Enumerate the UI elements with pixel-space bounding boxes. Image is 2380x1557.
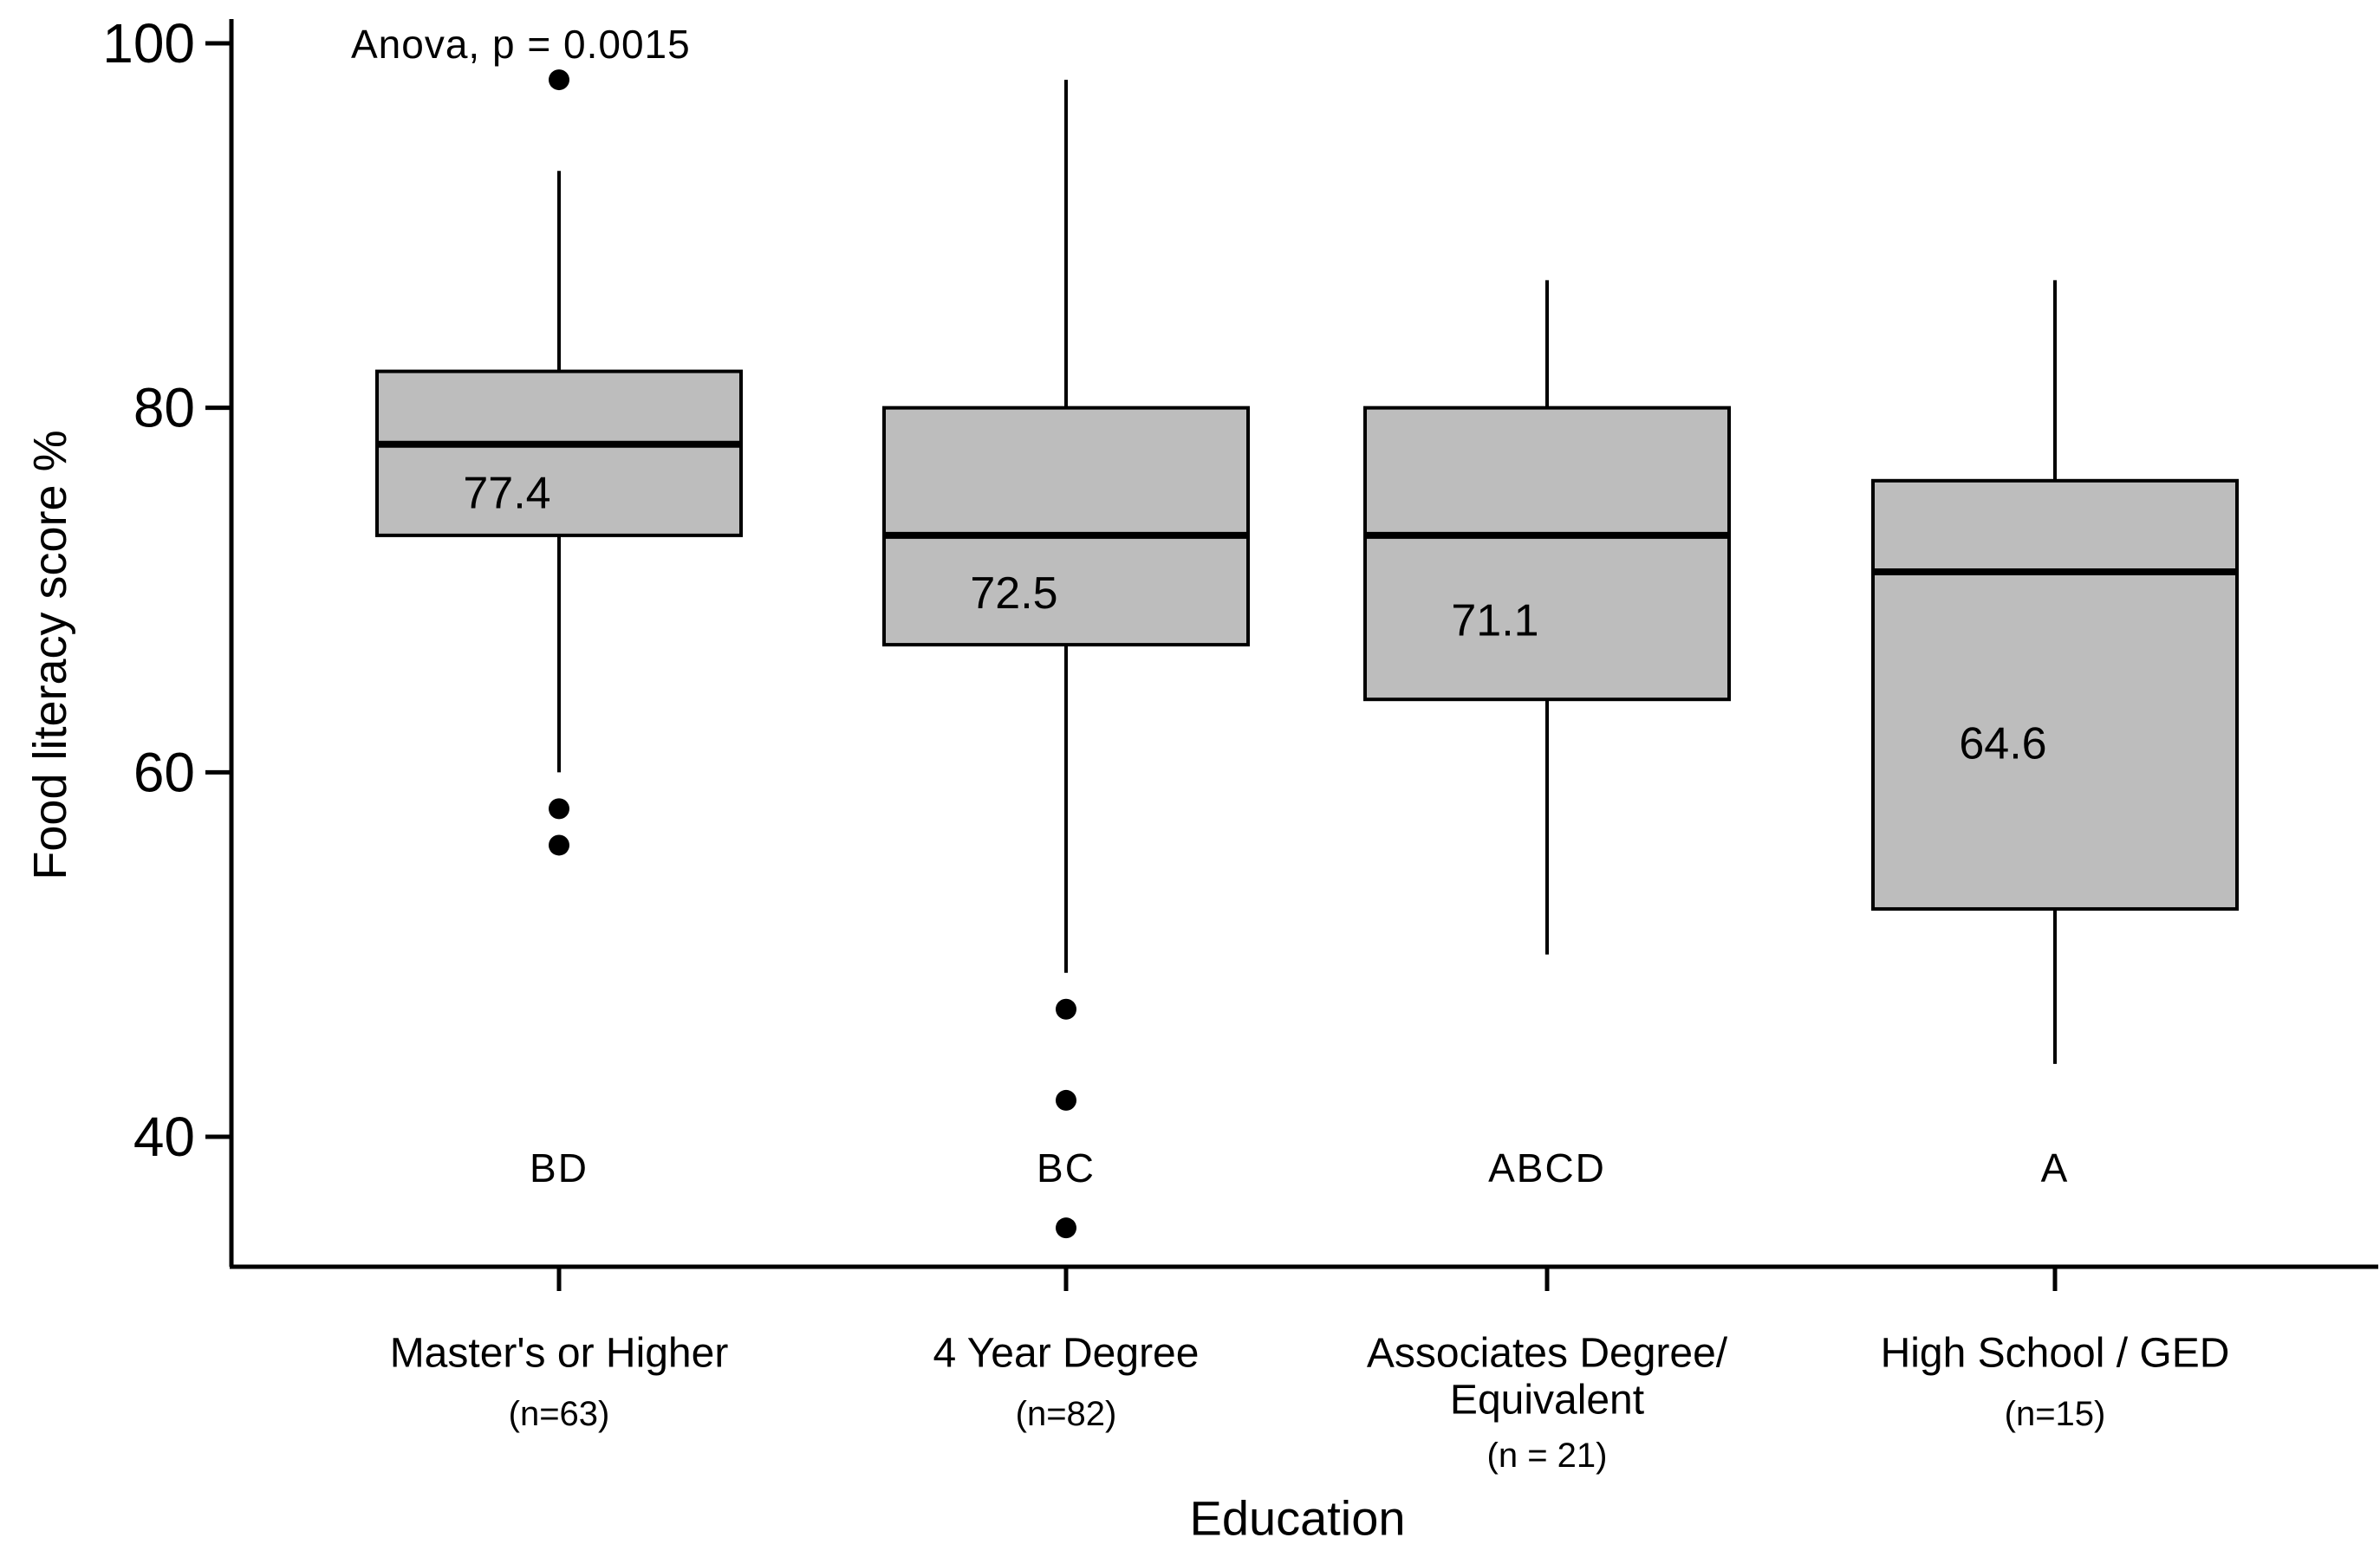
category-label: 4 Year Degree <box>933 1331 1200 1377</box>
mean-label: 71.1 <box>1451 596 1538 646</box>
mean-label: 72.5 <box>970 568 1057 619</box>
mean-label: 77.4 <box>463 468 550 518</box>
box-group-4: 64.6 A High School / GED (n=15) <box>1871 280 2239 1433</box>
y-tick-label: 40 <box>133 1106 195 1168</box>
box-rect <box>882 405 1250 647</box>
outlier-dot <box>549 798 569 820</box>
box-rect <box>375 369 743 537</box>
outlier-dot <box>549 69 569 91</box>
significance-letters: BC <box>1037 1145 1096 1190</box>
outlier-dot <box>1056 998 1076 1020</box>
sample-size-label: (n=15) <box>2005 1395 2106 1433</box>
outlier-dot <box>1056 1089 1076 1111</box>
mean-label: 64.6 <box>1959 719 2046 769</box>
category-label: High School / GED <box>1881 1331 2230 1377</box>
y-tick-label: 80 <box>133 377 195 439</box>
significance-letters: ABCD <box>1488 1145 1606 1190</box>
box-rect <box>1363 405 1731 702</box>
y-tick-label: 60 <box>133 741 195 803</box>
y-tick-label: 100 <box>102 12 195 75</box>
anova-annotation: Anova, p = 0.0015 <box>351 22 691 67</box>
sample-size-label: (n = 21) <box>1487 1437 1608 1475</box>
category-label: Associates Degree/ <box>1367 1331 1728 1377</box>
box-group-3: 71.1 ABCD Associates Degree/Equivalent (n =… <box>1363 280 1731 1475</box>
box-group-2: 72.5 BC 4 Year Degree (n=82) <box>882 80 1250 1433</box>
category-label: Equivalent <box>1450 1378 1644 1424</box>
y-axis-title: Food literacy score % <box>24 430 76 880</box>
sample-size-label: (n=82) <box>1016 1395 1117 1433</box>
sample-size-label: (n=63) <box>509 1395 610 1433</box>
significance-letters: BD <box>530 1145 588 1190</box>
box-group-1: 77.4 BD Master's or Higher (n=63) <box>375 69 743 1433</box>
outlier-dot <box>1056 1217 1076 1239</box>
significance-letters: A <box>2041 1145 2070 1190</box>
box-rect <box>1871 478 2239 911</box>
outlier-dot <box>549 834 569 856</box>
category-label: Master's or Higher <box>390 1331 729 1377</box>
x-axis-title: Education <box>1189 1490 1406 1546</box>
